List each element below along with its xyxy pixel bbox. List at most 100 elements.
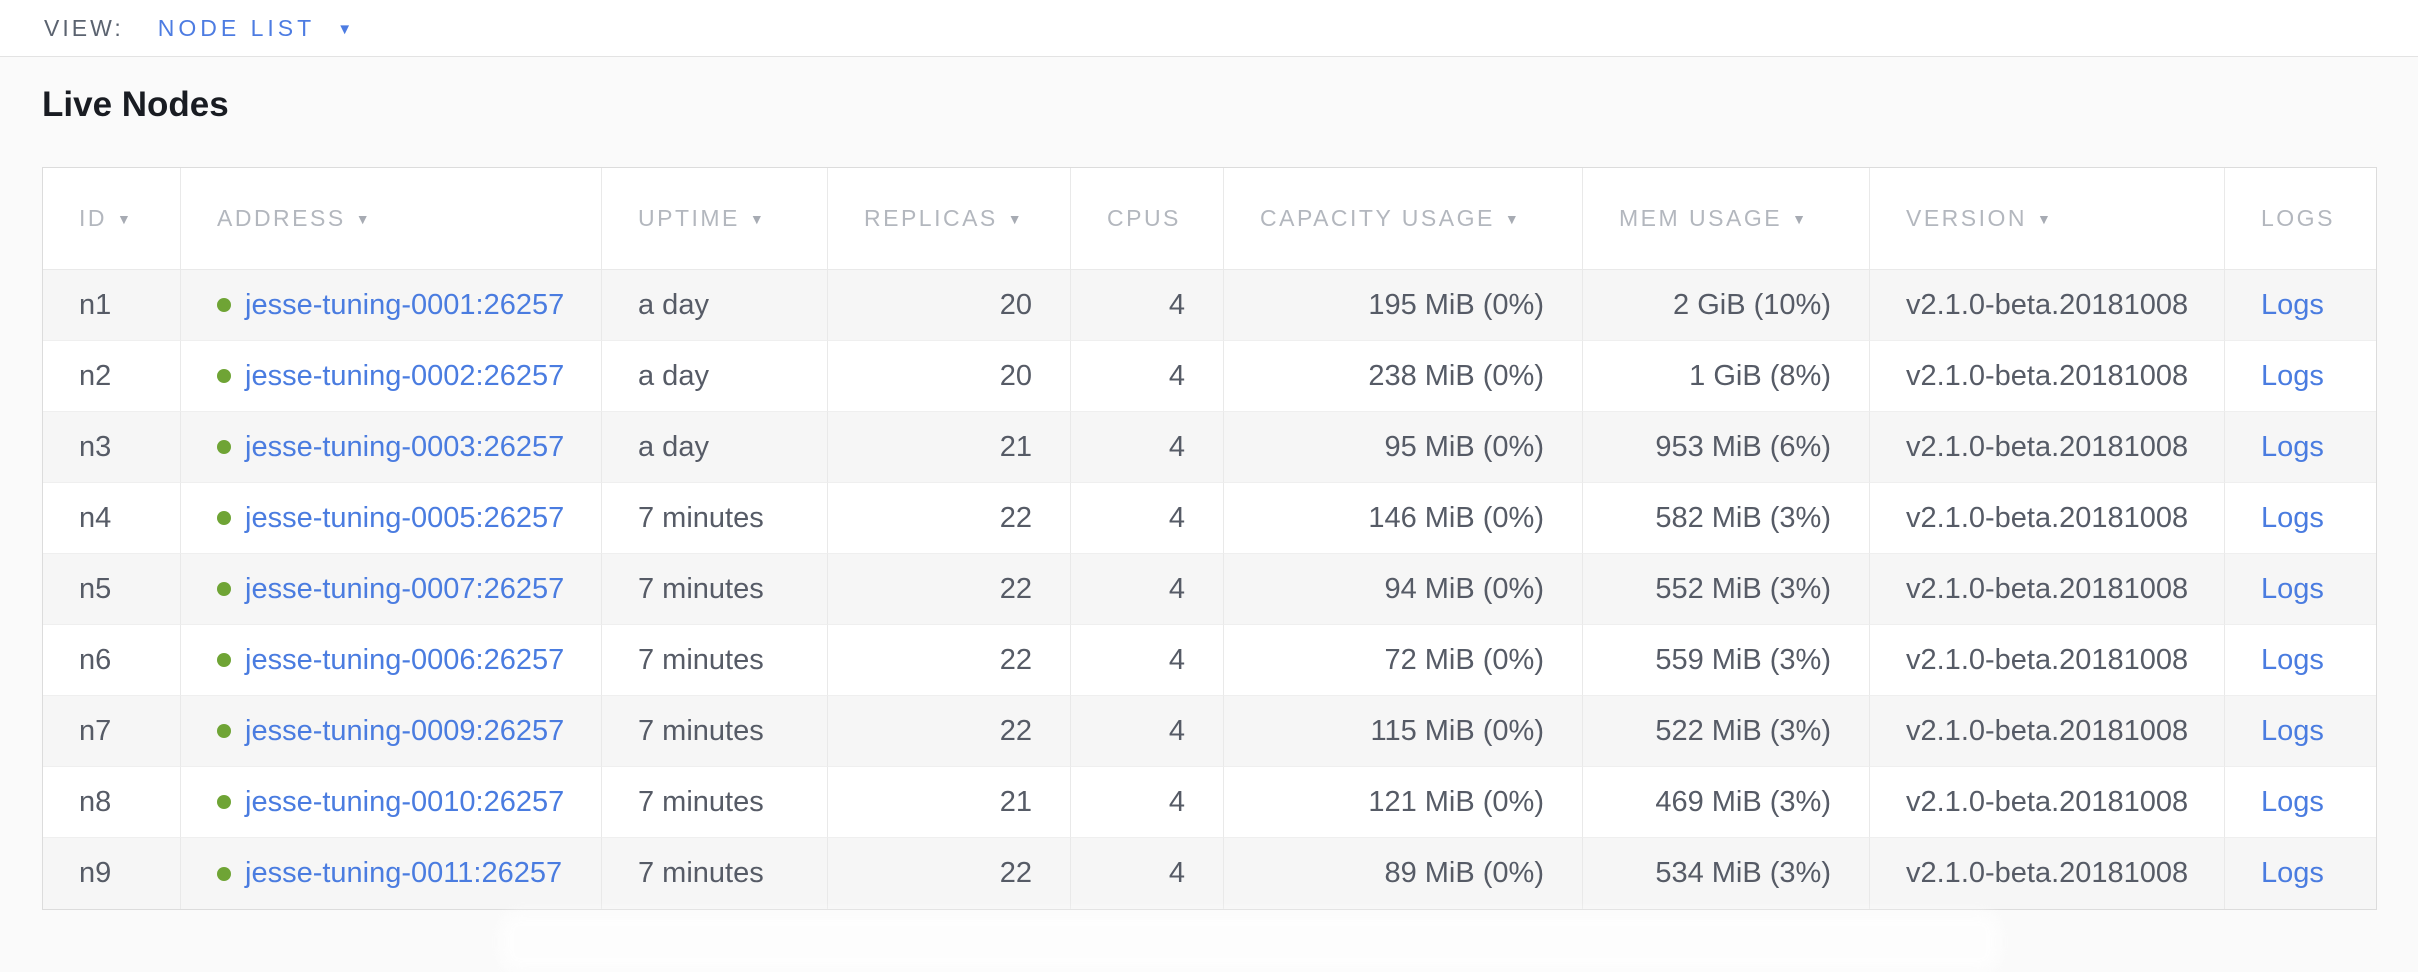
node-logs-link[interactable]: Logs [2261,572,2324,605]
node-id-value: n9 [79,857,112,889]
node-logs-link[interactable]: Logs [2261,714,2324,747]
node-live-status-icon [217,866,231,881]
node-mem_usage-cell: 2 GiB (10%) [1583,270,1870,341]
node-replicas-value: 22 [999,857,1032,889]
node-cpus-value: 4 [1168,572,1185,605]
node-version-cell: v2.1.0-beta.20181008 [1870,554,2225,625]
node-replicas-value: 20 [999,288,1032,321]
view-dropdown-value: NODE LIST [157,14,316,41]
node-version-value: v2.1.0-beta.20181008 [1906,288,2189,321]
column-header-label: MEM USAGE [1619,205,1783,231]
node-id-value: n3 [79,430,112,463]
sort-desc-icon: ▼ [1504,211,1522,227]
node-capacity_usage-value: 94 MiB (0%) [1384,572,1544,605]
column-header-version[interactable]: VERSION ▼ [1870,168,2225,270]
node-version-cell: v2.1.0-beta.20181008 [1870,625,2225,696]
node-capacity_usage-cell: 95 MiB (0%) [1224,412,1583,483]
node-live-status-icon [217,369,231,383]
node-live-status-icon [217,440,231,454]
node-uptime-cell: a day [602,341,828,412]
node-id-cell: n1 [43,270,181,341]
node-id-cell: n8 [43,767,181,838]
node-capacity_usage-value: 238 MiB (0%) [1368,359,1544,392]
node-capacity_usage-value: 195 MiB (0%) [1368,288,1544,321]
node-version-cell: v2.1.0-beta.20181008 [1870,341,2225,412]
table-header: ID ▼ ADDRESS ▼ UPTIME ▼ REPLICAS ▼ CPUS CAPACITY … [43,168,2376,270]
node-address-cell: jesse-tuning-0006:26257 [181,625,602,696]
node-logs-link[interactable]: Logs [2261,785,2324,818]
node-address-link[interactable]: jesse-tuning-0002:26257 [245,359,565,392]
node-uptime-value: 7 minutes [638,714,764,747]
node-logs-link[interactable]: Logs [2261,857,2324,889]
node-version-cell: v2.1.0-beta.20181008 [1870,412,2225,483]
node-capacity_usage-value: 146 MiB (0%) [1368,501,1544,534]
node-address-link[interactable]: jesse-tuning-0011:26257 [245,857,563,889]
node-address-link[interactable]: jesse-tuning-0007:26257 [245,572,565,605]
node-uptime-cell: 7 minutes [602,696,828,767]
node-address-link[interactable]: jesse-tuning-0009:26257 [245,714,565,747]
node-replicas-cell: 21 [828,767,1071,838]
column-header-replicas[interactable]: REPLICAS ▼ [828,168,1071,270]
column-header-address[interactable]: ADDRESS ▼ [181,168,602,270]
node-address-link[interactable]: jesse-tuning-0006:26257 [245,643,565,676]
node-address-cell: jesse-tuning-0009:26257 [181,696,602,767]
node-address-cell: jesse-tuning-0001:26257 [181,270,602,341]
node-mem_usage-value: 522 MiB (3%) [1655,714,1831,747]
node-mem_usage-value: 1 GiB (8%) [1689,359,1831,392]
column-header-mem_usage[interactable]: MEM USAGE ▼ [1583,168,1870,270]
address-wrapper: jesse-tuning-0009:26257 [217,715,601,748]
node-replicas-cell: 22 [828,696,1071,767]
column-header-label: CPUS [1107,205,1181,231]
node-id-cell: n6 [43,625,181,696]
page-title: Live Nodes [42,85,229,124]
node-logs-link[interactable]: Logs [2261,430,2324,463]
node-logs-cell: Logs [2225,554,2376,625]
node-logs-cell: Logs [2225,767,2376,838]
node-logs-link[interactable]: Logs [2261,359,2324,392]
column-header-label: LOGS [2261,205,2335,231]
column-header-label: CAPACITY USAGE [1260,205,1495,231]
node-capacity_usage-cell: 121 MiB (0%) [1224,767,1583,838]
node-address-link[interactable]: jesse-tuning-0010:26257 [245,785,565,818]
column-header-label: ID [79,205,107,231]
node-address-link[interactable]: jesse-tuning-0003:26257 [245,430,565,463]
node-replicas-cell: 22 [828,554,1071,625]
node-logs-cell: Logs [2225,483,2376,554]
node-mem_usage-value: 469 MiB (3%) [1655,785,1831,818]
address-wrapper: jesse-tuning-0003:26257 [217,431,601,464]
node-address-link[interactable]: jesse-tuning-0001:26257 [245,288,565,321]
node-uptime-value: a day [638,288,709,321]
column-header-capacity_usage[interactable]: CAPACITY USAGE ▼ [1224,168,1583,270]
node-logs-link[interactable]: Logs [2261,643,2324,676]
node-uptime-value: a day [638,430,709,463]
node-mem_usage-cell: 953 MiB (6%) [1583,412,1870,483]
node-logs-link[interactable]: Logs [2261,501,2324,534]
node-version-cell: v2.1.0-beta.20181008 [1870,696,2225,767]
address-wrapper: jesse-tuning-0006:26257 [217,644,601,677]
node-row-n4: n4 jesse-tuning-0005:26257 7 minutes 22 4 146… [43,483,2376,554]
node-logs-link[interactable]: Logs [2261,288,2324,321]
node-row-n3: n3 jesse-tuning-0003:26257 a day 21 4 95 MiB … [43,412,2376,483]
node-id-value: n8 [79,785,112,818]
column-header-cpus: CPUS [1071,168,1224,270]
view-dropdown[interactable]: NODE LIST ▼ [158,15,352,42]
node-row-n9: n9 jesse-tuning-0011:26257 7 minutes 22 4 89 … [43,838,2376,909]
sort-desc-icon: ▼ [1792,211,1809,227]
node-mem_usage-cell: 552 MiB (3%) [1583,554,1870,625]
node-mem_usage-value: 2 GiB (10%) [1673,288,1831,321]
node-address-cell: jesse-tuning-0011:26257 [181,838,602,909]
node-replicas-value: 22 [999,572,1032,605]
column-header-id[interactable]: ID ▼ [43,168,181,270]
node-replicas-cell: 21 [828,412,1071,483]
node-uptime-value: 7 minutes [638,785,764,818]
node-replicas-cell: 20 [828,270,1071,341]
node-address-link[interactable]: jesse-tuning-0005:26257 [245,501,565,534]
node-mem_usage-value: 953 MiB (6%) [1655,430,1831,463]
node-mem_usage-cell: 469 MiB (3%) [1583,767,1870,838]
view-bar: VIEW: NODE LIST ▼ [0,0,2418,57]
column-header-uptime[interactable]: UPTIME ▼ [602,168,828,270]
node-uptime-cell: 7 minutes [602,483,828,554]
node-mem_usage-value: 552 MiB (3%) [1655,572,1831,605]
node-version-value: v2.1.0-beta.20181008 [1906,785,2189,818]
column-header-label: ADDRESS [217,205,346,231]
